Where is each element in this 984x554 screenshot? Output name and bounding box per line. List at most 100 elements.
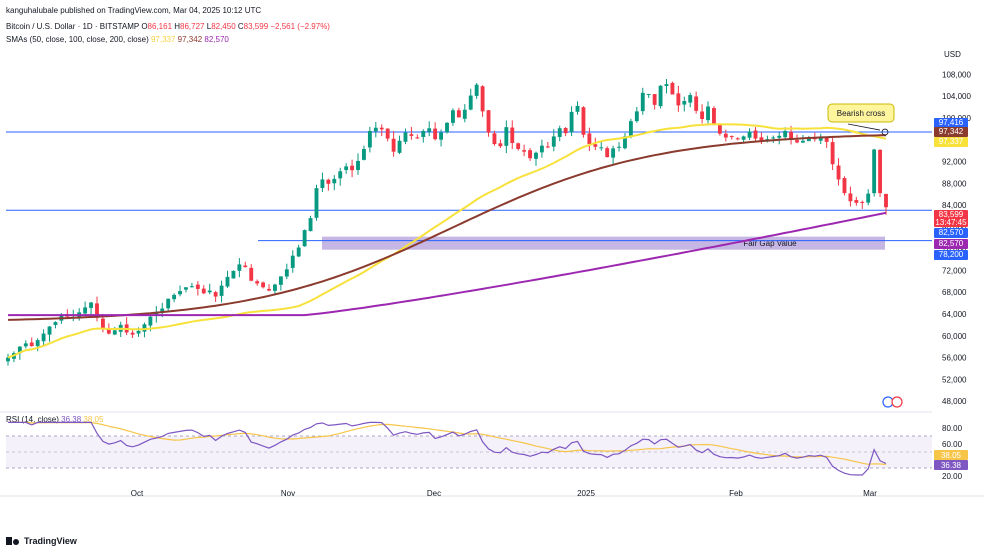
candle-body	[575, 105, 580, 112]
candle-body	[801, 140, 805, 143]
candle-body	[6, 357, 10, 362]
rsi-tag-label: 36.38	[941, 461, 962, 470]
price-tag-label: 82,570	[939, 228, 964, 237]
y-tick-label: 48,000	[942, 397, 967, 406]
candle-body	[504, 127, 509, 146]
candle	[605, 146, 610, 158]
price-tag	[934, 210, 968, 227]
candle	[872, 148, 877, 197]
candle-body	[670, 82, 675, 95]
candle	[504, 120, 509, 154]
candle	[682, 96, 687, 112]
change-value: −2,561 (−2.97%)	[270, 22, 330, 31]
candle-body	[195, 284, 200, 289]
candle-body	[201, 288, 206, 294]
candle	[172, 293, 177, 303]
candle-body	[646, 93, 651, 95]
candle-body	[142, 324, 147, 332]
price-tag	[934, 137, 968, 147]
candle	[777, 132, 782, 145]
candle	[225, 270, 230, 288]
candle	[700, 104, 705, 124]
candle-body	[492, 133, 497, 145]
y-tick-label: 64,000	[942, 310, 967, 319]
candle-body	[723, 133, 728, 138]
high-value: 86,727	[180, 22, 205, 31]
price-tag	[934, 118, 968, 128]
tradingview-brand[interactable]: TradingView	[6, 536, 77, 546]
candle	[599, 140, 604, 151]
candle-body	[344, 166, 349, 171]
candle	[486, 110, 491, 137]
sma200-line	[8, 211, 887, 317]
candle-body	[605, 148, 610, 158]
candle	[706, 101, 710, 126]
price-tag-label: 82,570	[939, 239, 964, 248]
cross-point-marker	[881, 128, 889, 136]
brand-label: TradingView	[24, 536, 77, 546]
candle-body	[812, 138, 817, 140]
candle	[563, 127, 568, 137]
candle	[694, 91, 699, 114]
candle-body	[160, 308, 165, 313]
candle-body	[789, 131, 794, 140]
candle-body	[237, 264, 242, 271]
candle-body	[866, 193, 871, 203]
candle-body	[231, 270, 236, 279]
candle	[611, 145, 616, 166]
candle-body	[106, 328, 111, 334]
sma50-line	[7, 123, 887, 359]
candle	[284, 263, 289, 280]
candle-body	[391, 138, 396, 152]
sma-label: SMAs (50, close, 100, close, 200, close)	[6, 35, 149, 44]
candle-body	[581, 107, 586, 135]
candle	[261, 281, 266, 289]
candle	[860, 200, 865, 209]
rsi-ma-line	[8, 421, 887, 465]
event-flag-icon	[891, 396, 903, 408]
candle	[747, 128, 752, 141]
candle-body	[373, 127, 378, 132]
candle-body	[771, 137, 776, 139]
sma100-line	[7, 134, 887, 321]
candle-body	[599, 147, 604, 149]
candle	[207, 283, 212, 295]
candle	[634, 107, 639, 123]
candle	[338, 167, 343, 186]
high-label: H	[174, 22, 181, 31]
candle-body	[557, 128, 562, 137]
candle	[688, 92, 693, 108]
symbol-legend: Bitcoin / U.S. Dollar · 1D · BITSTAMP O8…	[6, 22, 330, 31]
candle-body	[89, 302, 93, 308]
candle-body	[41, 333, 46, 342]
candle	[866, 189, 871, 206]
candle	[652, 94, 657, 110]
y-tick-label: 80,000	[942, 223, 967, 232]
candle	[557, 125, 562, 142]
sma50-value: 97,337	[150, 35, 176, 44]
candle-body	[427, 128, 432, 132]
candle-body	[486, 110, 491, 133]
candle	[439, 129, 443, 147]
candle-body	[189, 286, 194, 288]
candle-body	[338, 171, 343, 179]
candle-body	[628, 121, 633, 137]
candle-body	[830, 142, 835, 165]
candle-body	[676, 93, 681, 106]
candle-body	[682, 101, 687, 105]
candle	[456, 107, 461, 118]
candle-body	[480, 86, 485, 112]
candle	[587, 127, 592, 152]
candle	[273, 283, 277, 295]
sma200-value: 82,570	[204, 35, 229, 44]
candle-body	[53, 322, 58, 325]
candle	[462, 104, 467, 123]
rsi-tick-label: 60.00	[942, 440, 963, 449]
candle	[124, 317, 129, 335]
price-tag-label: 83,599	[939, 210, 964, 219]
candle	[237, 258, 242, 278]
candle-body	[498, 143, 503, 147]
candle-body	[818, 137, 823, 141]
candle-body	[207, 290, 212, 293]
